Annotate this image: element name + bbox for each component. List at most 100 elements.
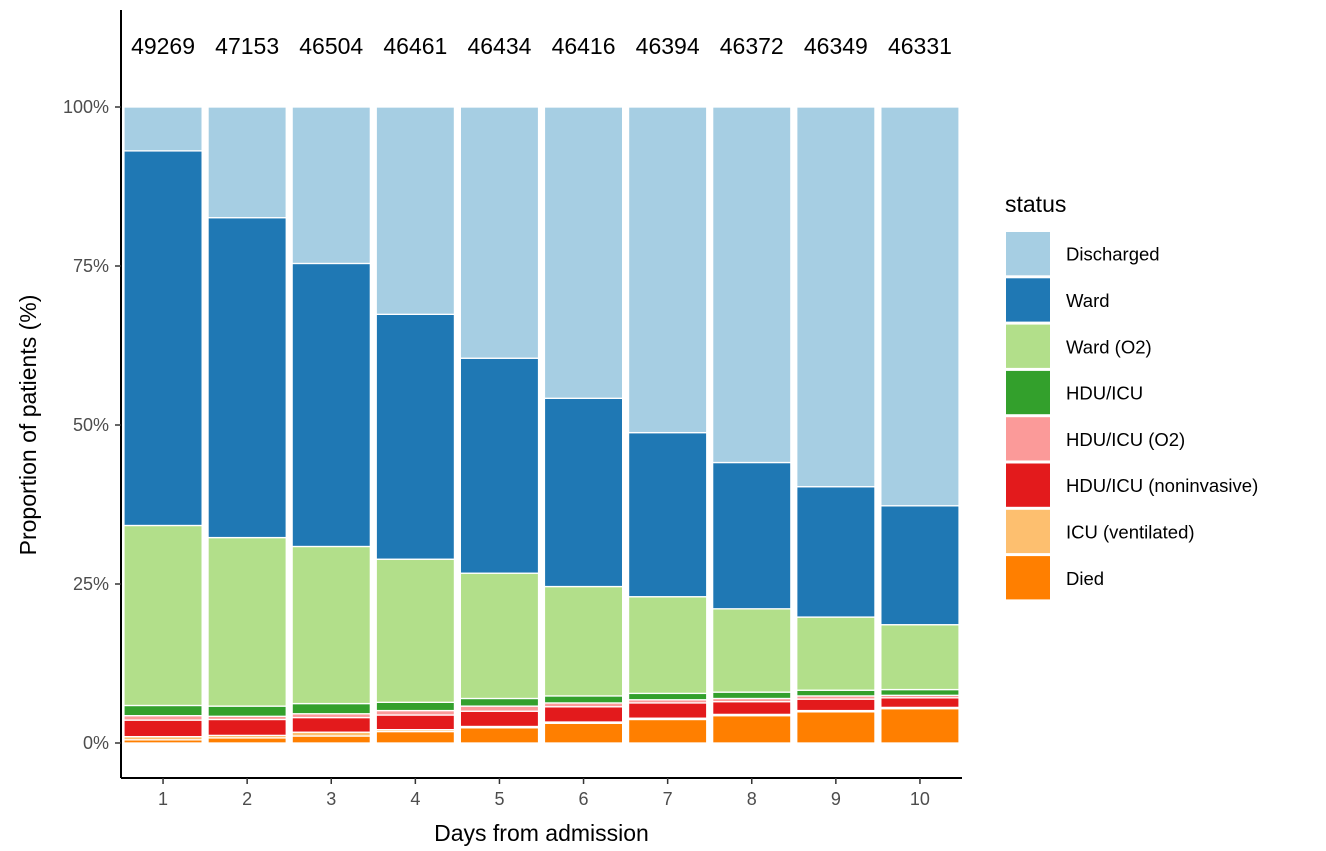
count-label-day-6: 46416 [552,33,616,59]
bar-segment-ward-day-3 [291,262,372,548]
bar-segment-hdu-icu-day-1 [123,704,203,717]
bar-segment-discharged-day-6 [543,106,624,399]
y-tick-label: 50% [73,415,109,435]
bar-segment-hdu-icu-day-10 [880,688,960,696]
bar-segment-ward-o2-day-9 [796,616,876,691]
bar-segment-hdu-icu-day-4 [375,701,456,712]
bar-segment-hdu-icu-o2-day-4 [375,709,456,716]
x-tick-label: 7 [663,789,673,809]
legend-key-hdu-icu [1006,370,1050,415]
legend: status Discharged Ward Ward (O2) HDU/ICU HDU… [1005,191,1258,600]
count-label-day-10: 46331 [888,33,952,59]
bar-segment-hdu-icu-noninvasive-day-3 [291,716,372,733]
bar-segment-discharged-day-4 [375,106,456,315]
x-axis-title: Days from admission [434,820,649,846]
bar-segment-hdu-icu-noninvasive-day-5 [459,710,540,728]
legend-label-discharged: Discharged [1066,244,1160,265]
legend-label-died: Died [1066,568,1104,589]
bar-segment-hdu-icu-day-3 [291,702,372,715]
bar-segment-ward-o2-day-4 [375,558,456,703]
legend-key-ward [1006,278,1050,322]
y-tick-label: 100% [63,97,109,117]
bar-segment-hdu-icu-day-2 [207,705,287,717]
y-tick-label: 75% [73,256,109,276]
bar-segment-hdu-icu-noninvasive-day-6 [543,706,624,723]
bar-segment-ward-day-1 [123,150,203,527]
legend-items: Discharged Ward Ward (O2) HDU/ICU HDU/ICU (O… [1006,232,1258,600]
bar-segment-died-day-2 [207,737,287,744]
bar-segment-ward-day-6 [543,397,624,588]
bar-segment-discharged-day-2 [207,106,287,219]
bar-segment-hdu-icu-day-6 [543,695,624,704]
count-label-day-3: 46504 [299,33,363,59]
bar-segment-hdu-icu-day-9 [796,689,876,697]
bar-segment-discharged-day-5 [459,106,540,359]
x-tick-label: 8 [747,789,757,809]
bar-segment-discharged-day-3 [291,106,372,265]
bar-segment-ward-day-2 [207,217,287,539]
legend-label-ward: Ward [1066,290,1110,311]
bar-segment-ward-day-8 [711,461,792,610]
bar-segment-hdu-icu-noninvasive-day-2 [207,718,287,737]
bar-segment-died-day-8 [711,715,792,744]
x-axis-ticks: 1 2 3 4 5 6 7 8 9 10 [158,778,930,809]
bar-segment-hdu-icu-noninvasive-day-1 [123,719,203,738]
bar-segment-ward-o2-day-2 [207,536,287,707]
bar-segment-ward-o2-day-10 [880,624,960,691]
bar-segment-ward-day-7 [627,431,708,598]
legend-key-hdu-icu-noninvasive [1006,463,1050,507]
bars-layer [123,106,960,744]
bar-segment-ward-o2-day-7 [627,596,708,695]
bar-segment-hdu-icu-o2-day-5 [459,705,540,712]
bar-segment-died-day-4 [375,730,456,744]
x-tick-label: 5 [494,789,504,809]
count-label-day-2: 47153 [215,33,279,59]
legend-label-hdu-icu: HDU/ICU [1066,383,1143,404]
bar-segment-discharged-day-10 [880,106,960,507]
bar-segment-died-day-9 [796,711,876,744]
bar-segment-died-day-7 [627,718,708,744]
legend-label-hdu-icu-o2: HDU/ICU (O2) [1066,429,1185,450]
bar-segment-hdu-icu-noninvasive-day-7 [627,702,708,719]
legend-label-ward-o2: Ward (O2) [1066,336,1152,357]
bar-segment-hdu-icu-day-8 [711,691,792,700]
bar-segment-ward-o2-day-6 [543,585,624,697]
bar-segment-hdu-icu-noninvasive-day-10 [880,697,960,709]
bar-segment-ward-day-9 [796,486,876,618]
count-labels: 49269 47153 46504 46461 46434 46416 46394 46372… [131,33,952,59]
bar-segment-discharged-day-7 [627,106,708,434]
y-tick-label: 0% [83,733,109,753]
bar-segment-hdu-icu-o2-day-1 [123,715,203,721]
legend-title: status [1005,191,1066,217]
count-label-day-7: 46394 [636,33,700,59]
legend-key-died [1006,556,1050,600]
x-tick-label: 4 [410,789,420,809]
bar-segment-ward-o2-day-5 [459,572,540,700]
bar-segment-died-day-6 [543,722,624,744]
bar-segment-ward-day-4 [375,313,456,560]
bar-segment-discharged-day-1 [123,106,203,152]
x-tick-label: 3 [326,789,336,809]
legend-key-discharged [1006,232,1050,276]
bar-segment-ward-o2-day-8 [711,608,792,693]
legend-key-hdu-icu-o2 [1006,417,1050,461]
x-tick-label: 6 [579,789,589,809]
count-label-day-1: 49269 [131,33,195,59]
count-label-day-5: 46434 [467,33,531,59]
bar-segment-ward-day-5 [459,357,540,574]
bar-segment-ward-o2-day-3 [291,545,372,705]
count-label-day-9: 46349 [804,33,868,59]
bar-segment-died-day-5 [459,727,540,744]
bar-segment-hdu-icu-day-7 [627,692,708,701]
x-tick-label: 2 [242,789,252,809]
y-axis-ticks: 0% 25% 50% 75% 100% [63,97,121,753]
x-tick-label: 9 [831,789,841,809]
count-label-day-8: 46372 [720,33,784,59]
bar-segment-died-day-3 [291,735,372,744]
legend-key-ward-o2 [1006,324,1050,368]
x-tick-label: 10 [910,789,930,809]
y-tick-label: 25% [73,574,109,594]
bar-segment-hdu-icu-noninvasive-day-8 [711,701,792,716]
bar-segment-discharged-day-8 [711,106,792,464]
